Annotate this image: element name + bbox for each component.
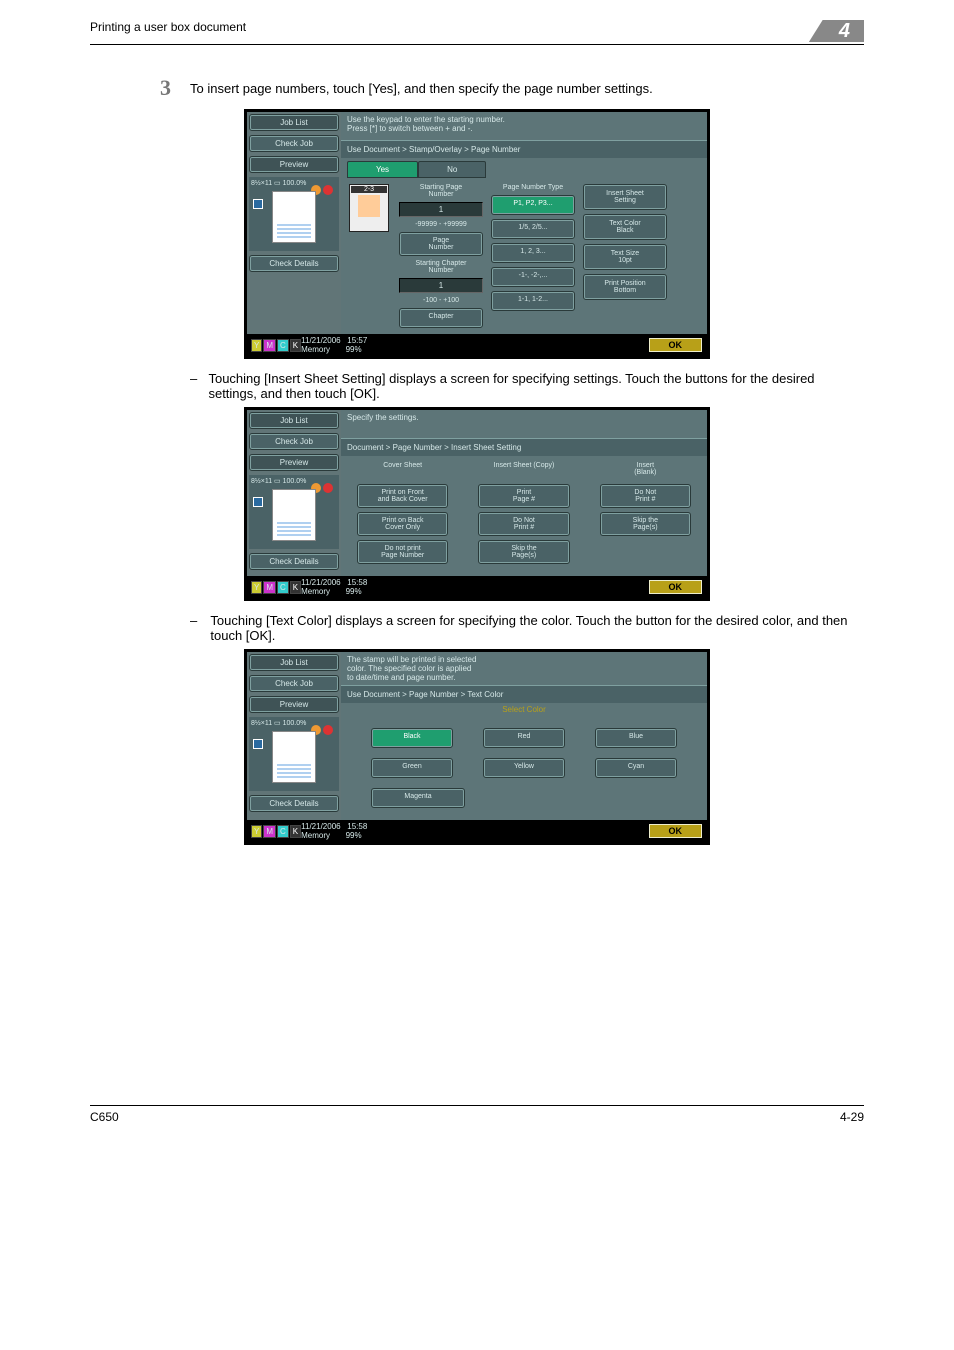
screenshot-insert-sheet: Job List Check Job Preview 8½×11 ▭ 100.0…	[244, 407, 710, 601]
preview-button[interactable]: Preview	[249, 454, 339, 471]
color-yellow[interactable]: Yellow	[483, 758, 565, 778]
breadcrumb: Document > Page Number > Insert Sheet Se…	[341, 438, 707, 456]
type-option[interactable]: P1, P2, P3...	[491, 195, 575, 215]
col-header: Insert Sheet (Copy)	[478, 462, 569, 476]
step-number: 3	[160, 75, 190, 101]
screenshot-text-color: Job List Check Job Preview 8½×11 ▭ 100.0…	[244, 649, 710, 845]
footer-left: C650	[90, 1110, 119, 1124]
option-button[interactable]: Skip the Page(s)	[478, 540, 569, 564]
breadcrumb: Use Document > Stamp/Overlay > Page Numb…	[341, 140, 707, 158]
ok-button[interactable]: OK	[648, 579, 704, 595]
starting-chapter-label: Starting Chapter Number	[399, 260, 483, 274]
job-list-button[interactable]: Job List	[249, 654, 339, 671]
ok-button[interactable]: OK	[648, 337, 704, 353]
color-black[interactable]: Black	[371, 728, 453, 748]
color-red[interactable]: Red	[483, 728, 565, 748]
insert-sheet-setting-button[interactable]: Insert Sheet Setting	[583, 184, 667, 210]
range1: -99999 - +99999	[399, 221, 483, 228]
option-button[interactable]: Do Not Print #	[478, 512, 569, 536]
zoom-label: 8½×11 ▭ 100.0%	[251, 180, 306, 187]
check-details-button[interactable]: Check Details	[249, 795, 339, 812]
breadcrumb: Use Document > Page Number > Text Color	[341, 685, 707, 703]
tab-no[interactable]: No	[418, 161, 486, 178]
step-text: To insert page numbers, touch [Yes], and…	[190, 75, 653, 101]
option-button[interactable]: Print on Back Cover Only	[357, 512, 448, 536]
page-header-title: Printing a user box document	[90, 20, 246, 42]
starting-page-label: Starting Page Number	[399, 184, 483, 198]
preview-button[interactable]: Preview	[249, 696, 339, 713]
option-button[interactable]: Do not print Page Number	[357, 540, 448, 564]
starting-page-value: 1	[399, 202, 483, 217]
option-button[interactable]: Do Not Print #	[600, 484, 691, 508]
print-position-button[interactable]: Print PositionBottom	[583, 274, 667, 300]
color-magenta[interactable]: Magenta	[371, 788, 465, 808]
chapter-number: 4	[809, 20, 864, 42]
type-option[interactable]: 1/5, 2/5...	[491, 219, 575, 239]
bullet-text: Touching [Text Color] displays a screen …	[210, 613, 864, 643]
preview-button[interactable]: Preview	[249, 156, 339, 173]
check-details-button[interactable]: Check Details	[249, 255, 339, 272]
option-button[interactable]: Print Page #	[478, 484, 569, 508]
col-header: Insert (Blank)	[600, 462, 691, 476]
footer-right: 4-29	[840, 1110, 864, 1124]
option-button[interactable]: Print on Front and Back Cover	[357, 484, 448, 508]
color-green[interactable]: Green	[371, 758, 453, 778]
instruction-text: Use the keypad to enter the starting num…	[341, 112, 707, 140]
col-header: Cover Sheet	[357, 462, 448, 476]
color-blue[interactable]: Blue	[595, 728, 677, 748]
type-option[interactable]: -1-, -2-,...	[491, 267, 575, 287]
color-cyan[interactable]: Cyan	[595, 758, 677, 778]
check-details-button[interactable]: Check Details	[249, 553, 339, 570]
chapter-button[interactable]: Chapter	[399, 308, 483, 328]
select-color-label: Select Color	[341, 703, 707, 716]
starting-chapter-value: 1	[399, 278, 483, 293]
page-type-label: Page Number Type	[491, 184, 575, 191]
page-number-button[interactable]: Page Number	[399, 232, 483, 256]
bullet-text: Touching [Insert Sheet Setting] displays…	[208, 371, 864, 401]
range2: -100 - +100	[399, 297, 483, 304]
ok-button[interactable]: OK	[648, 823, 704, 839]
job-list-button[interactable]: Job List	[249, 114, 339, 131]
text-color-button[interactable]: Text ColorBlack	[583, 214, 667, 240]
type-option[interactable]: 1-1, 1-2...	[491, 291, 575, 311]
instruction-text: The stamp will be printed in selected co…	[341, 652, 707, 685]
check-job-button[interactable]: Check Job	[249, 675, 339, 692]
check-job-button[interactable]: Check Job	[249, 433, 339, 450]
job-list-button[interactable]: Job List	[249, 412, 339, 429]
screenshot-page-number: Job List Check Job Preview 8½×11 ▭ 100.0…	[244, 109, 710, 359]
check-job-button[interactable]: Check Job	[249, 135, 339, 152]
instruction-text: Specify the settings.	[341, 410, 707, 438]
text-size-button[interactable]: Text Size10pt	[583, 244, 667, 270]
option-button[interactable]: Skip the Page(s)	[600, 512, 691, 536]
tab-yes[interactable]: Yes	[347, 161, 418, 178]
type-option[interactable]: 1, 2, 3...	[491, 243, 575, 263]
